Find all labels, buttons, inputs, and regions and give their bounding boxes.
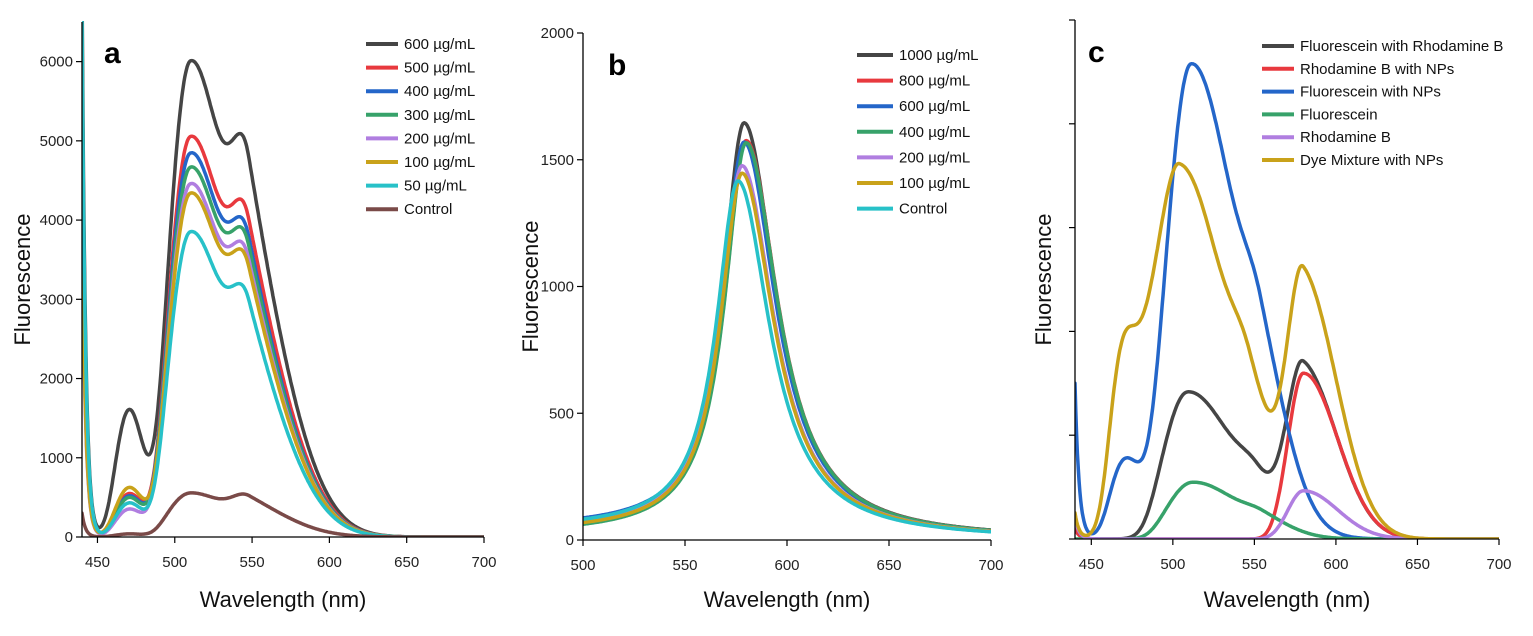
y-axis-title: Fluorescence bbox=[1031, 213, 1056, 345]
legend-label: 100 µg/mL bbox=[899, 175, 970, 192]
legend-label: 100 µg/mL bbox=[404, 154, 475, 171]
legend-label: 600 µg/mL bbox=[404, 36, 475, 53]
y-tick-label: 0 bbox=[566, 532, 574, 549]
series-line-6 bbox=[583, 179, 991, 534]
panel-label: c bbox=[1088, 36, 1105, 69]
panel-label: a bbox=[104, 37, 121, 70]
x-tick-label: 700 bbox=[471, 554, 496, 571]
x-tick-label: 500 bbox=[162, 554, 187, 571]
x-tick-label: 450 bbox=[85, 554, 110, 571]
legend-label: 400 µg/mL bbox=[899, 124, 970, 141]
y-tick-label: 500 bbox=[549, 405, 574, 422]
series-line-2 bbox=[1075, 61, 1499, 539]
legend: 600 µg/mL 500 µg/mL 400 µg/mL 300 µg/mL 200 … bbox=[366, 36, 475, 218]
legend: Fluorescein with Rhodamine B Rhodamine B … bbox=[1262, 38, 1503, 169]
y-tick-label: 4000 bbox=[40, 212, 73, 229]
chart-panel-a: 450 500 550 600 650 700 0 1000 2000 3000 4000 5000 6… bbox=[10, 21, 497, 612]
legend-label: 1000 µg/mL bbox=[899, 47, 979, 64]
y-axis-title: Fluorescence bbox=[10, 213, 35, 345]
x-tick-label: 550 bbox=[1242, 556, 1267, 573]
legend-label: 300 µg/mL bbox=[404, 107, 475, 124]
x-tick-label: 600 bbox=[774, 557, 799, 574]
y-tick-label: 0 bbox=[65, 529, 73, 546]
series-line-7 bbox=[82, 491, 484, 537]
legend-label: 500 µg/mL bbox=[404, 60, 475, 77]
legend-label: Rhodamine B with NPs bbox=[1300, 61, 1454, 78]
legend-label: Dye Mixture with NPs bbox=[1300, 152, 1443, 169]
x-axis-title: Wavelength (nm) bbox=[1204, 587, 1371, 612]
x-tick-label: 700 bbox=[978, 557, 1003, 574]
series-line-1 bbox=[82, 134, 484, 537]
series-line-5 bbox=[1075, 161, 1499, 539]
x-tick-label: 550 bbox=[240, 554, 265, 571]
series-line-1 bbox=[583, 138, 991, 532]
x-axis-title: Wavelength (nm) bbox=[200, 587, 367, 612]
x-tick-label: 450 bbox=[1079, 556, 1104, 573]
legend: 1000 µg/mL 800 µg/mL 600 µg/mL 400 µg/mL 200… bbox=[857, 47, 979, 218]
legend-label: 200 µg/mL bbox=[404, 130, 475, 147]
panel-label: b bbox=[608, 49, 626, 82]
legend-label: Control bbox=[404, 201, 452, 218]
legend-label: Fluorescein bbox=[1300, 106, 1378, 123]
x-tick-label: 500 bbox=[570, 557, 595, 574]
series-lines bbox=[583, 121, 991, 534]
y-tick-label: 6000 bbox=[40, 54, 73, 71]
series-line-5 bbox=[82, 191, 484, 537]
chart-panel-c: 450 500 550 600 650 700 Wavelength (nm) Fluores… bbox=[1031, 19, 1512, 612]
legend-label: 50 µg/mL bbox=[404, 178, 467, 195]
legend-label: 200 µg/mL bbox=[899, 149, 970, 166]
series-line-3 bbox=[1075, 480, 1499, 539]
x-axis-title: Wavelength (nm) bbox=[704, 587, 871, 612]
y-tick-label: 3000 bbox=[40, 291, 73, 308]
series-line-4 bbox=[82, 181, 484, 537]
legend-label: Fluorescein with NPs bbox=[1300, 84, 1441, 101]
series-lines bbox=[1075, 61, 1499, 539]
x-tick-label: 650 bbox=[1405, 556, 1430, 573]
x-tick-label: 550 bbox=[672, 557, 697, 574]
y-axis-title: Fluorescence bbox=[518, 220, 543, 352]
legend-label: 600 µg/mL bbox=[899, 98, 970, 115]
x-tick-label: 700 bbox=[1486, 556, 1511, 573]
y-tick-label: 2000 bbox=[541, 25, 574, 42]
y-tick-label: 1500 bbox=[541, 152, 574, 169]
series-lines bbox=[82, 21, 484, 537]
y-tick-label: 2000 bbox=[40, 371, 73, 388]
y-tick-label: 1000 bbox=[541, 279, 574, 296]
y-tick-label: 1000 bbox=[40, 450, 73, 467]
legend-label: 400 µg/mL bbox=[404, 83, 475, 100]
legend-label: Rhodamine B bbox=[1300, 129, 1391, 146]
x-tick-label: 650 bbox=[394, 554, 419, 571]
x-tick-label: 600 bbox=[1323, 556, 1348, 573]
legend-label: Control bbox=[899, 201, 947, 218]
x-tick-label: 500 bbox=[1160, 556, 1185, 573]
y-tick-label: 5000 bbox=[40, 133, 73, 150]
series-line-0 bbox=[82, 21, 484, 537]
x-tick-label: 600 bbox=[317, 554, 342, 571]
x-tick-label: 650 bbox=[876, 557, 901, 574]
legend-label: 800 µg/mL bbox=[899, 73, 970, 90]
chart-panel-b: 500 550 600 650 700 0 500 1000 1500 2000 Wavelengt… bbox=[518, 25, 1004, 612]
legend-label: Fluorescein with Rhodamine B bbox=[1300, 38, 1503, 55]
